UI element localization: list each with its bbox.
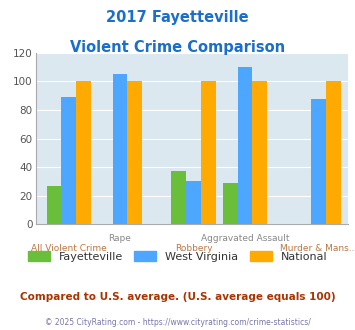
Bar <box>171 172 186 224</box>
Bar <box>76 82 91 224</box>
Text: Compared to U.S. average. (U.S. average equals 100): Compared to U.S. average. (U.S. average … <box>20 292 335 302</box>
Text: Robbery: Robbery <box>175 245 212 253</box>
Text: Rape: Rape <box>109 234 131 244</box>
Text: Violent Crime Comparison: Violent Crime Comparison <box>70 40 285 54</box>
Bar <box>47 186 61 224</box>
Bar <box>326 82 340 224</box>
Bar <box>201 82 215 224</box>
Text: All Violent Crime: All Violent Crime <box>31 245 106 253</box>
Legend: Fayetteville, West Virginia, National: Fayetteville, West Virginia, National <box>23 247 332 267</box>
Bar <box>127 82 142 224</box>
Bar <box>252 82 267 224</box>
Bar <box>237 67 252 224</box>
Text: 2017 Fayetteville: 2017 Fayetteville <box>106 10 249 25</box>
Text: Murder & Mans...: Murder & Mans... <box>280 245 355 253</box>
Text: © 2025 CityRating.com - https://www.cityrating.com/crime-statistics/: © 2025 CityRating.com - https://www.city… <box>45 318 310 327</box>
Bar <box>311 99 326 224</box>
Bar <box>113 74 127 224</box>
Bar <box>61 97 76 224</box>
Bar <box>186 182 201 224</box>
Bar <box>223 183 237 224</box>
Text: Aggravated Assault: Aggravated Assault <box>201 234 289 244</box>
